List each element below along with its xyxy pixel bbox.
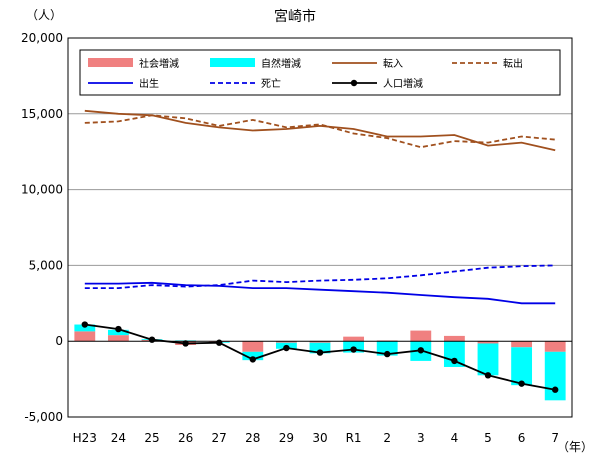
point-人口増減	[350, 346, 357, 353]
x-tick-label: 5	[484, 431, 492, 445]
bar-自然増減	[443, 341, 465, 367]
y-tick-label: 15,000	[21, 107, 63, 121]
chart-title: 宮崎市	[274, 8, 316, 25]
bar-社会増減	[74, 331, 96, 342]
point-人口増減	[384, 350, 391, 358]
point-人口増減	[552, 386, 559, 393]
legend-swatch	[88, 58, 133, 67]
bar-自然増減	[511, 347, 533, 386]
bar-社会増減	[107, 335, 129, 342]
legend-label: 社会増減	[139, 57, 179, 70]
bar-自然増減	[107, 329, 129, 336]
x-tick-label: 7	[551, 431, 559, 445]
x-tick-label: 28	[245, 431, 260, 445]
x-tick-label: 27	[212, 431, 227, 445]
legend-box	[79, 49, 561, 96]
point-人口増減	[451, 357, 458, 365]
y-tick-label: -5,000	[24, 410, 63, 424]
bar-社会増減	[511, 341, 533, 348]
plot-frame	[67, 37, 573, 418]
x-axis-ticks: H23 24 25 26 27 28 29 30 R1 2 3 4 5 6 7	[73, 431, 559, 445]
bar-自然増減	[477, 343, 499, 376]
lines	[81, 109, 559, 393]
x-tick-label: 29	[279, 431, 294, 445]
bar-社会増減	[309, 341, 331, 343]
legend-label: 自然増減	[261, 57, 301, 70]
line-転入	[84, 109, 556, 152]
plot-border	[67, 37, 573, 418]
point-人口増減	[216, 339, 223, 346]
x-tick-label: 26	[178, 431, 193, 445]
y-tick-label: 20,000	[21, 31, 63, 45]
x-tick-label: 6	[518, 431, 526, 445]
point-人口増減	[249, 356, 256, 363]
point-人口増減	[81, 321, 89, 328]
bar-自然増減	[74, 324, 96, 332]
y-tick-label: 0	[55, 334, 63, 348]
line-転出	[84, 114, 556, 149]
x-tick-label: 30	[312, 431, 327, 445]
point-人口増減	[417, 347, 424, 354]
x-tick-label: H23	[73, 431, 97, 445]
point-人口増減	[115, 325, 122, 333]
x-axis-unit: （年）	[557, 440, 590, 454]
x-tick-label: 24	[111, 431, 126, 445]
line-出生	[84, 281, 556, 305]
x-tick-label: 2	[383, 431, 391, 445]
bar-自然増減	[242, 351, 264, 361]
point-人口増減	[182, 340, 189, 347]
bar-社会増減	[544, 341, 566, 352]
legend-swatch	[210, 58, 255, 67]
y-axis-unit: （人）	[26, 8, 62, 22]
bars	[74, 324, 566, 401]
y-axis-ticks: -5,000 0 5,000 10,000 15,000 20,000	[21, 31, 63, 424]
bar-自然増減	[309, 342, 331, 354]
bar-社会増減	[443, 335, 465, 342]
point-人口増減	[148, 336, 156, 343]
point-人口増減	[283, 344, 290, 352]
bar-社会増減	[343, 336, 365, 342]
point-人口増減	[316, 349, 324, 356]
bar-社会増減	[410, 330, 432, 342]
bar-自然増減	[376, 341, 398, 356]
gridlines	[68, 113, 572, 266]
legend-label: 転出	[503, 57, 523, 70]
legend-label: 転入	[383, 58, 403, 70]
bar-社会増減	[242, 341, 264, 352]
x-tick-label: 3	[417, 431, 425, 445]
y-tick-label: 10,000	[21, 183, 63, 197]
bar-社会増減	[275, 341, 297, 343]
legend-label: 出生	[139, 77, 159, 90]
legend-label: 死亡	[261, 77, 281, 90]
point-人口増減	[518, 380, 525, 387]
x-tick-label: 4	[451, 431, 459, 445]
x-tick-label: 25	[144, 431, 159, 445]
line-死亡	[84, 264, 556, 290]
x-tick-label: R1	[346, 431, 362, 445]
bar-社会増減	[477, 341, 499, 344]
point-人口増減	[484, 372, 492, 379]
legend-marker	[350, 79, 358, 87]
legend-label: 人口増減	[383, 77, 423, 90]
bar-自然増減	[544, 351, 566, 401]
y-tick-label: 5,000	[29, 258, 63, 272]
